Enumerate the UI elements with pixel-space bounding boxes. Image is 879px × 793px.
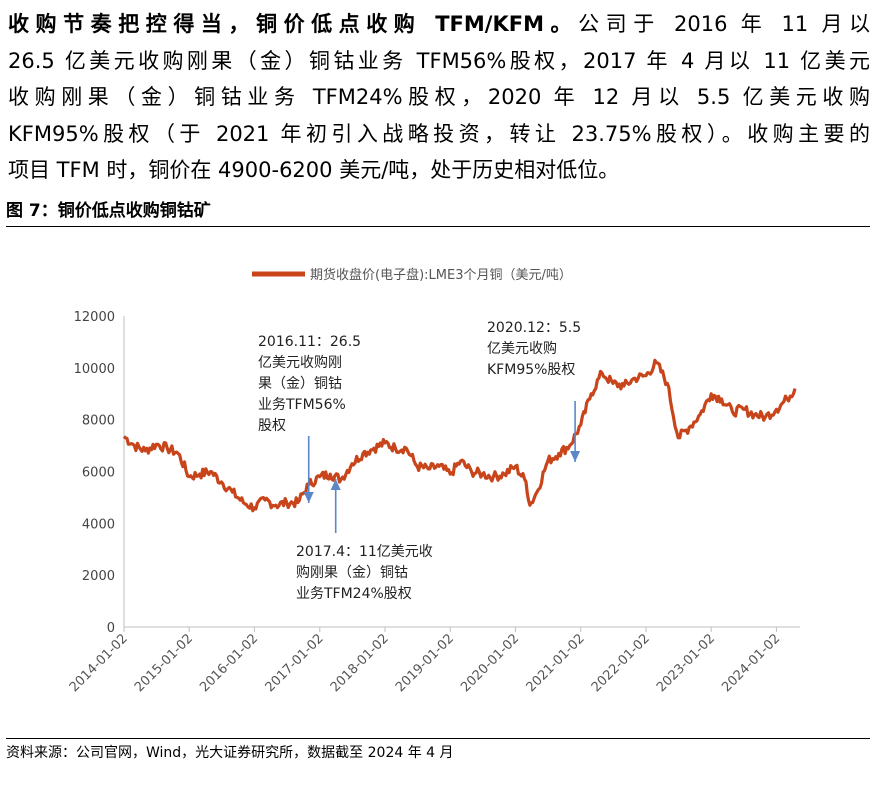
x-tick-label: 2016-01-02 bbox=[197, 631, 261, 695]
x-tick-label: 2023-01-02 bbox=[654, 631, 718, 695]
annotation-text: 股权 bbox=[258, 418, 286, 434]
figure-bottom-rule bbox=[6, 738, 870, 739]
annotation-text: 2017.4：11亿美元收 bbox=[296, 544, 433, 560]
paragraph-line-3: 收购刚果（金）铜钴业务 TFM24%股权，2020 年 12 月以 5.5 亿美… bbox=[8, 85, 870, 109]
x-tick-label: 2015-01-02 bbox=[132, 631, 196, 695]
annotation-text: 亿美元收购 bbox=[487, 341, 557, 357]
y-tick-label: 6000 bbox=[82, 466, 115, 481]
legend-label: 期货收盘价(电子盘):LME3个月铜（美元/吨） bbox=[310, 267, 572, 283]
annotation-arrow-head bbox=[303, 492, 314, 503]
annotation-arrow-head bbox=[330, 479, 341, 490]
annotation-text: 亿美元收购刚 bbox=[258, 355, 342, 371]
x-tick-label: 2017-01-02 bbox=[263, 631, 327, 695]
paragraph-line-1: 收购节奏把控得当，铜价低点收购 TFM/KFM。公司于 2016 年 11 月以 bbox=[8, 6, 870, 43]
x-tick-label: 2018-01-02 bbox=[328, 631, 392, 695]
x-tick-label: 2019-01-02 bbox=[393, 631, 457, 695]
paragraph-line-2: 26.5 亿美元收购刚果（金）铜钴业务 TFM56%股权，2017 年 4 月以… bbox=[8, 48, 870, 73]
x-tick-label: 2024-01-02 bbox=[719, 631, 783, 695]
x-axis-ticks: 2014-01-02 2015-01-02 2016-01-02 2017-01-02… bbox=[67, 627, 783, 695]
source-note: 资料来源：公司官网，Wind，光大证券研究所，数据截至 2024 年 4 月 bbox=[6, 745, 454, 761]
copper-price-line bbox=[122, 358, 797, 513]
y-tick-label: 0 bbox=[107, 621, 115, 636]
y-tick-label: 2000 bbox=[82, 569, 115, 584]
annotation-text: 果（金）铜钴 bbox=[258, 376, 342, 392]
x-tick-label: 2021-01-02 bbox=[524, 631, 588, 695]
annotation-text: 购刚果（金）铜钴 bbox=[296, 565, 408, 581]
annotation-arrow-head bbox=[570, 451, 581, 462]
y-tick-label: 8000 bbox=[82, 414, 115, 429]
y-tick-label: 12000 bbox=[74, 310, 115, 325]
y-tick-label: 10000 bbox=[74, 362, 115, 377]
y-tick-label: 4000 bbox=[82, 517, 115, 532]
paragraph-line-5: 项目 TFM 时，铜价在 4900-6200 美元/吨，处于历史相对低位。 bbox=[8, 158, 620, 182]
annotation-text: 2020.12：5.5 bbox=[487, 320, 581, 336]
figure-top-rule bbox=[6, 226, 870, 227]
x-tick-label: 2020-01-02 bbox=[458, 631, 522, 695]
figure-title: 图 7：铜价低点收购铜钴矿 bbox=[6, 201, 211, 221]
annotation-text: 2016.11：26.5 bbox=[258, 334, 361, 350]
paragraph-line-4: KFM95%股权（于 2021 年初引入战略投资，转让 23.75%股权）。收购… bbox=[8, 121, 870, 146]
paragraph-lead: 收购节奏把控得当，铜价低点收购 TFM/KFM。 bbox=[8, 12, 579, 36]
annotation-text: KFM95%股权 bbox=[487, 362, 575, 378]
y-axis-ticks: 0 2000 4000 6000 8000 10000 12000 bbox=[74, 310, 115, 636]
paragraph-line-1-rest: 公司于 2016 年 11 月以 bbox=[578, 12, 870, 36]
body-paragraph: 收购节奏把控得当，铜价低点收购 TFM/KFM。公司于 2016 年 11 月以… bbox=[8, 6, 870, 189]
x-tick-label: 2014-01-02 bbox=[67, 631, 131, 695]
annotation-text: 业务TFM24%股权 bbox=[296, 586, 412, 602]
annotation-text: 业务TFM56% bbox=[258, 397, 346, 413]
x-tick-label: 2022-01-02 bbox=[589, 631, 653, 695]
chart-legend: 期货收盘价(电子盘):LME3个月铜（美元/吨） bbox=[252, 267, 572, 283]
